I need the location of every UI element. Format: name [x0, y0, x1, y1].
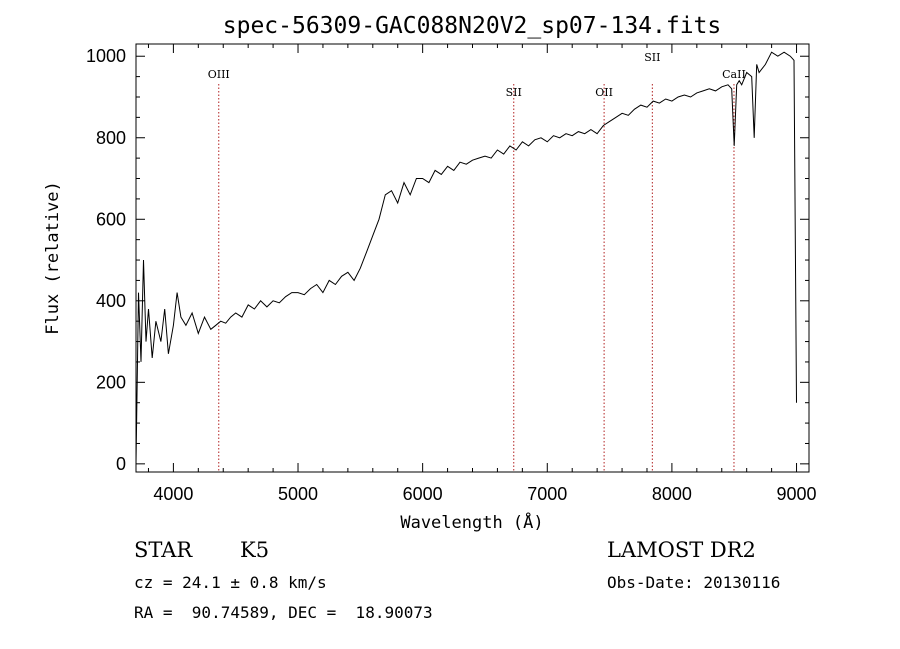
redshift-value: cz = 24.1 ± 0.8 km/s [134, 573, 327, 592]
y-tick-label: 400 [96, 291, 126, 311]
x-tick-label: 7000 [527, 484, 567, 504]
emission-line-label: OII [595, 86, 613, 99]
x-tick-label: 9000 [777, 484, 817, 504]
chart-title: spec-56309-GAC088N20V2_sp07-134.fits [223, 13, 722, 39]
emission-lines: OIII SII OII SII CaII [208, 51, 746, 472]
x-axis-label: Wavelength (Å) [400, 511, 543, 533]
emission-line-label: OIII [208, 68, 230, 81]
coordinates: RA = 90.74589, DEC = 18.90073 [134, 603, 433, 622]
x-tick-label: 6000 [403, 484, 443, 504]
emission-line-label: SII [506, 86, 522, 99]
y-axis-label: Flux (relative) [43, 181, 63, 335]
y-tick-label: 200 [96, 372, 126, 392]
spectrum-chart: spec-56309-GAC088N20V2_sp07-134.fits 400… [43, 13, 817, 533]
object-subclass: K5 [240, 538, 270, 562]
y-tick-label: 1000 [86, 46, 126, 66]
y-tick-label: 800 [96, 128, 126, 148]
object-class: STAR [134, 538, 193, 562]
emission-line-label: SII [644, 51, 660, 64]
x-tick-label: 5000 [278, 484, 318, 504]
plot-frame [135, 43, 810, 473]
y-tick-label: 0 [116, 454, 126, 474]
x-axis: 4000 5000 6000 7000 8000 9000 [147, 44, 817, 504]
x-tick-label: 4000 [153, 484, 193, 504]
survey-name: LAMOST DR2 [607, 538, 756, 562]
y-tick-label: 600 [96, 209, 126, 229]
spectrum-line [135, 51, 797, 464]
observation-date: Obs-Date: 20130116 [607, 573, 781, 592]
y-axis: 0 200 400 600 800 1000 [86, 46, 809, 474]
x-tick-label: 8000 [652, 484, 692, 504]
emission-line-label: CaII [722, 68, 746, 81]
